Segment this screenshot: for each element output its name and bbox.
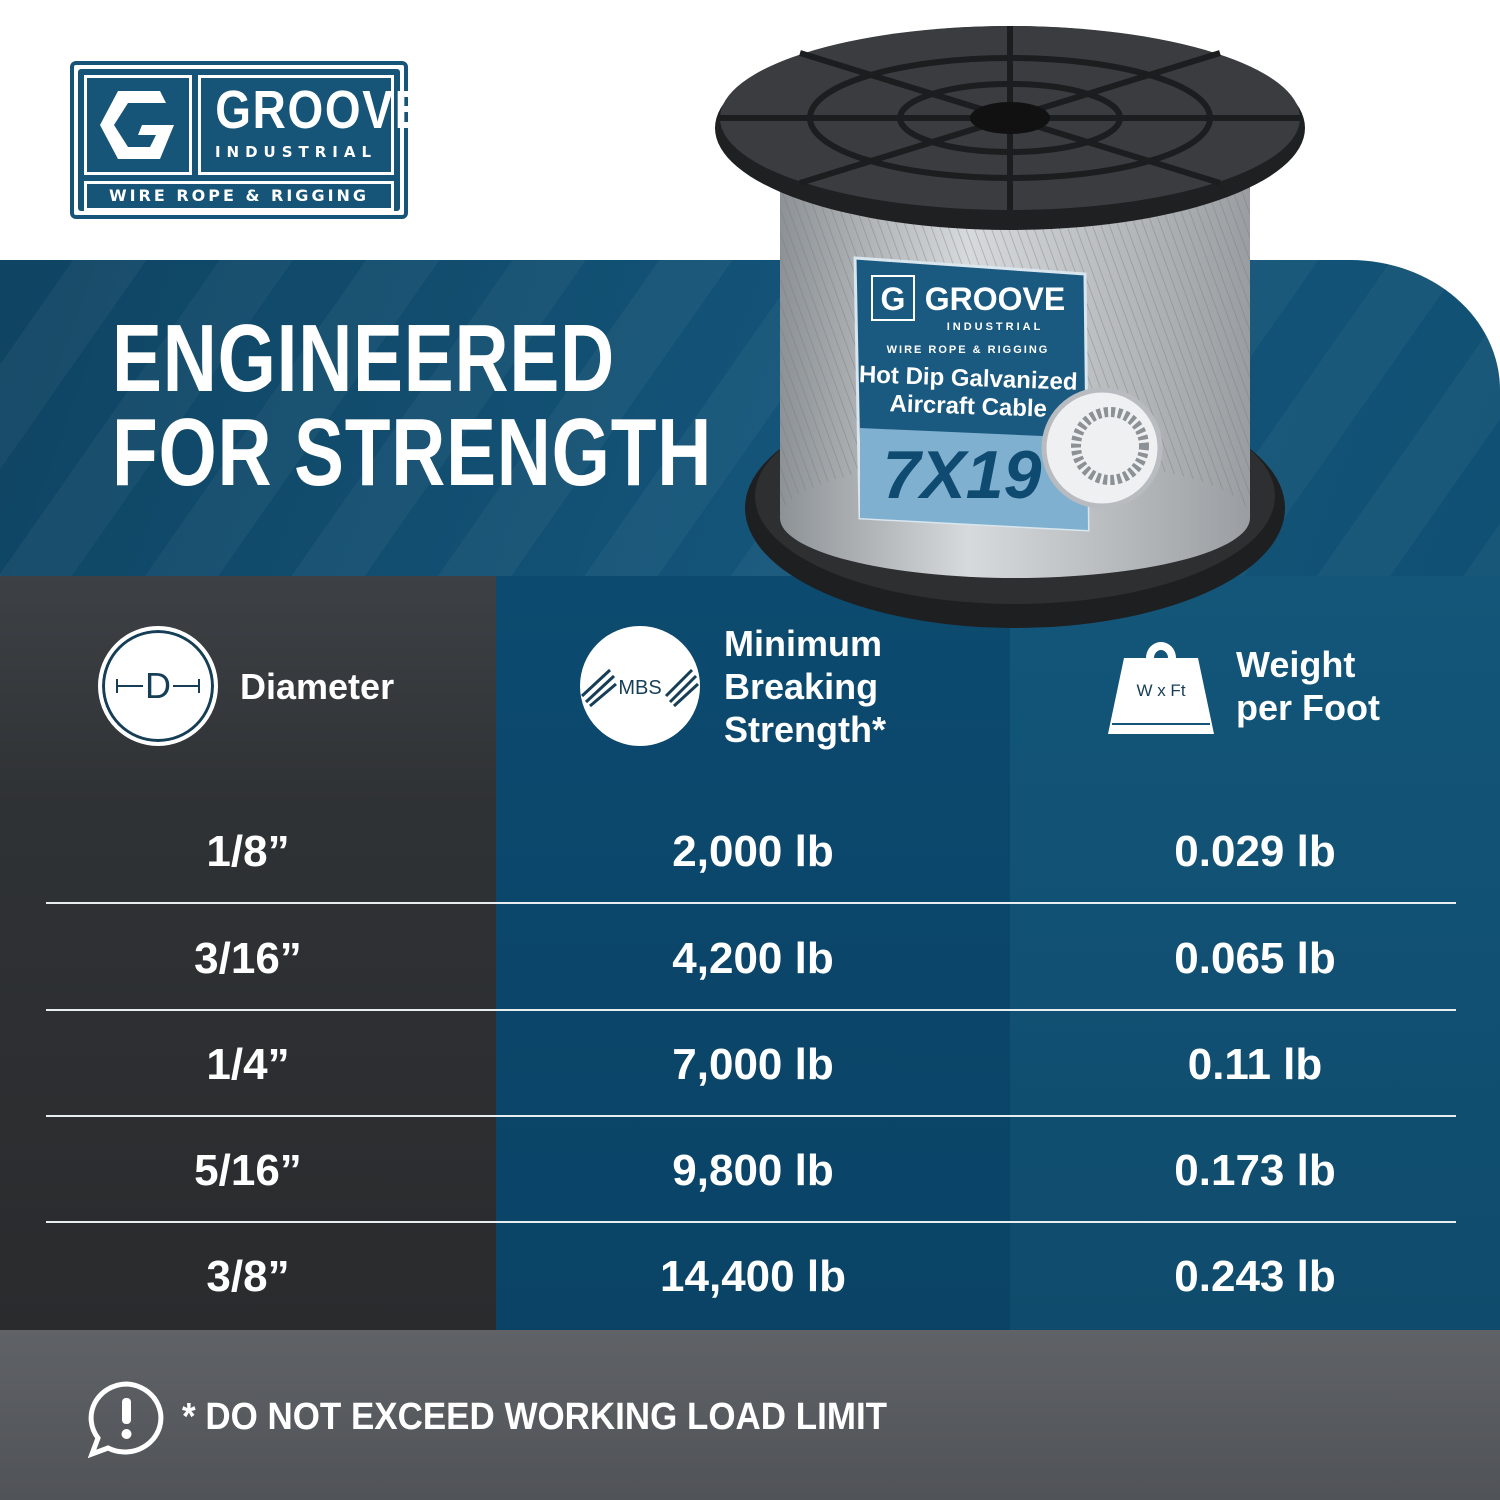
g-hex-logo-icon [84,75,192,175]
cell-diameter: 3/8” [206,1251,290,1301]
cell-mbs: 14,400 lb [660,1251,846,1301]
cell-mbs: 9,800 lb [672,1145,834,1195]
row-divider [46,1115,1456,1117]
brand-name: GROOVE [215,80,427,140]
headline-line-2: FOR STRENGTH [112,399,713,506]
alert-speech-icon [86,1380,166,1462]
header-weight: W x Ft Weight per Foot [1106,576,1380,796]
footer [0,1330,1500,1500]
cell-diameter: 3/16” [194,933,302,983]
header-weight-line-2: per Foot [1236,687,1380,728]
svg-text:GROOVE: GROOVE [925,281,1065,317]
row-divider [46,902,1456,904]
cell-diameter: 1/8” [206,826,290,876]
header-mbs-line-2: Breaking [724,665,879,707]
header-mbs-line-1: Minimum [724,622,882,664]
diameter-icon: D [98,626,218,746]
svg-text:D: D [145,665,171,706]
header-mbs: MBS Minimum Breaking Strength* [580,576,886,796]
diameter-column [0,576,496,1330]
svg-text:INDUSTRIAL: INDUSTRIAL [947,321,1044,333]
brand-sub: INDUSTRIAL [214,143,378,161]
warning-text: * DO NOT EXCEED WORKING LOAD LIMIT [182,1396,888,1438]
header-weight-line-1: Weight [1236,644,1356,685]
svg-text:7X19: 7X19 [883,437,1042,513]
cell-weight: 0.173 lb [1174,1145,1336,1195]
spec-table: D Diameter MBS Minimum Breaking Strength… [0,576,1500,1330]
weight-icon: W x Ft [1106,628,1216,744]
svg-text:W x Ft: W x Ft [1136,681,1185,700]
cell-weight: 0.065 lb [1174,933,1336,983]
cell-weight: 0.029 lb [1174,826,1336,876]
mbs-icon: MBS [580,626,700,746]
svg-text:MBS: MBS [618,677,661,699]
svg-text:Aircraft Cable: Aircraft Cable [889,390,1047,422]
weight-column [1010,576,1500,1330]
cell-mbs: 2,000 lb [672,826,834,876]
cell-diameter: 5/16” [194,1145,302,1195]
header-diameter-label: Diameter [240,665,395,707]
header-mbs-line-3: Strength* [724,708,886,750]
row-divider [46,1221,1456,1223]
cell-diameter: 1/4” [206,1039,290,1089]
product-label: G GROOVE INDUSTRIAL WIRE ROPE & RIGGING … [853,256,1163,532]
svg-text:G: G [881,281,906,317]
headline-line-1: ENGINEERED [112,305,615,412]
cell-weight: 0.11 lb [1187,1039,1323,1089]
row-divider [46,1009,1456,1011]
headline: ENGINEERED FOR STRENGTH [112,305,713,506]
cell-mbs: 7,000 lb [672,1039,834,1089]
cable-spool-image: G GROOVE INDUSTRIAL WIRE ROPE & RIGGING … [715,26,1305,628]
cell-weight: 0.243 lb [1174,1251,1336,1301]
cell-mbs: 4,200 lb [672,933,834,983]
header-diameter: D Diameter [98,576,394,796]
brand-tagline: WIRE ROPE & RIGGING [84,181,394,211]
brand-logo: GROOVE INDUSTRIAL WIRE ROPE & RIGGING [70,61,427,219]
svg-text:WIRE ROPE & RIGGING: WIRE ROPE & RIGGING [887,344,1050,356]
